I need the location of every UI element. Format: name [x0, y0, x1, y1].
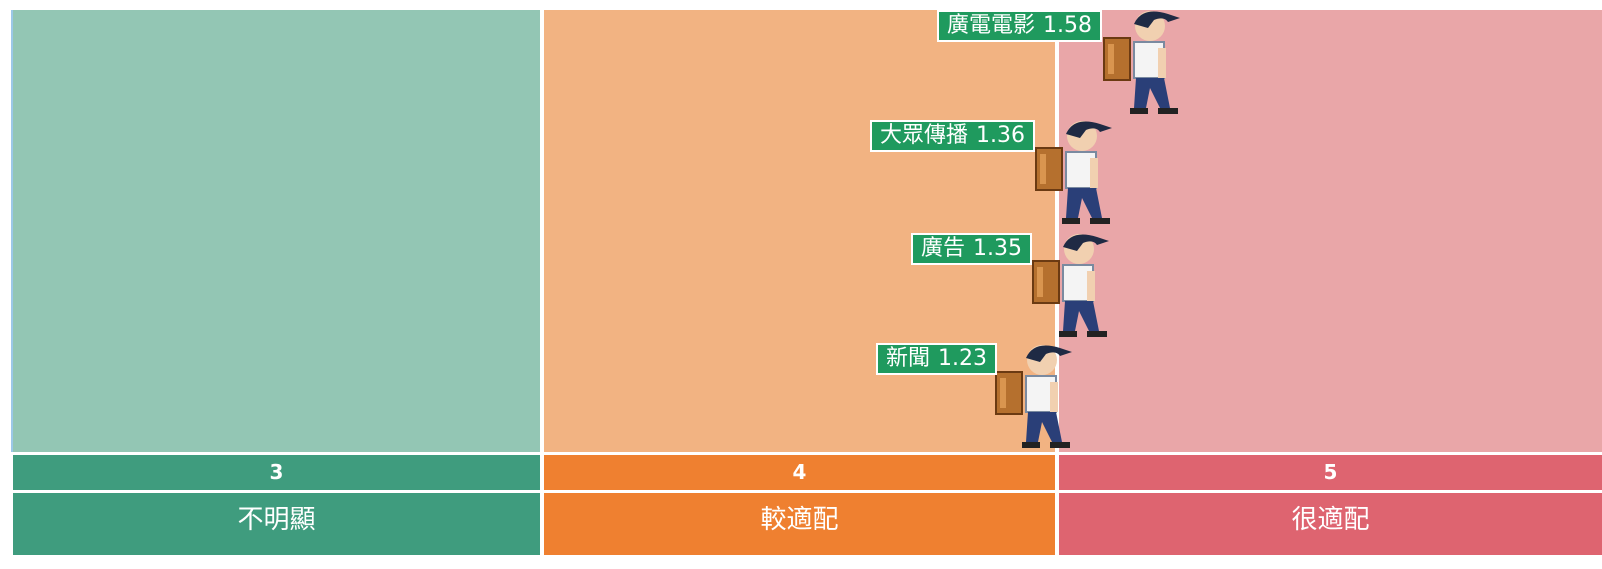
- marker: 廣告 1.35: [911, 233, 1032, 265]
- hiker-icon: [1098, 8, 1198, 118]
- marker-tag: 大眾傳播 1.36: [870, 120, 1035, 152]
- marker-value: 1.23: [938, 346, 987, 371]
- column-label: 很適配: [1059, 493, 1602, 555]
- marker-label: 新聞: [886, 346, 931, 371]
- marker-label: 大眾傳播: [880, 123, 969, 148]
- marker: 新聞 1.23: [876, 343, 997, 375]
- left-edge: [11, 10, 13, 452]
- marker-tag: 新聞 1.23: [876, 343, 997, 375]
- hiker-icon: [990, 342, 1090, 452]
- marker-tag: 廣電電影 1.58: [937, 10, 1102, 42]
- column-label: 較適配: [544, 493, 1055, 555]
- marker: 廣電電影 1.58: [937, 10, 1102, 42]
- column-number: 4: [544, 455, 1055, 490]
- hiker-icon: [1027, 231, 1127, 341]
- marker-value: 1.35: [973, 236, 1022, 261]
- hiker-icon: [1030, 118, 1130, 228]
- marker-tag: 廣告 1.35: [911, 233, 1032, 265]
- column-label: 不明顯: [13, 493, 540, 555]
- marker: 大眾傳播 1.36: [870, 120, 1035, 152]
- column-area: [13, 10, 540, 452]
- marker-value: 1.36: [976, 123, 1025, 148]
- column-area: [544, 10, 1055, 452]
- column-number: 5: [1059, 455, 1602, 490]
- marker-label: 廣電電影: [947, 13, 1036, 38]
- marker-value: 1.58: [1043, 13, 1092, 38]
- column-number: 3: [13, 455, 540, 490]
- marker-label: 廣告: [921, 236, 966, 261]
